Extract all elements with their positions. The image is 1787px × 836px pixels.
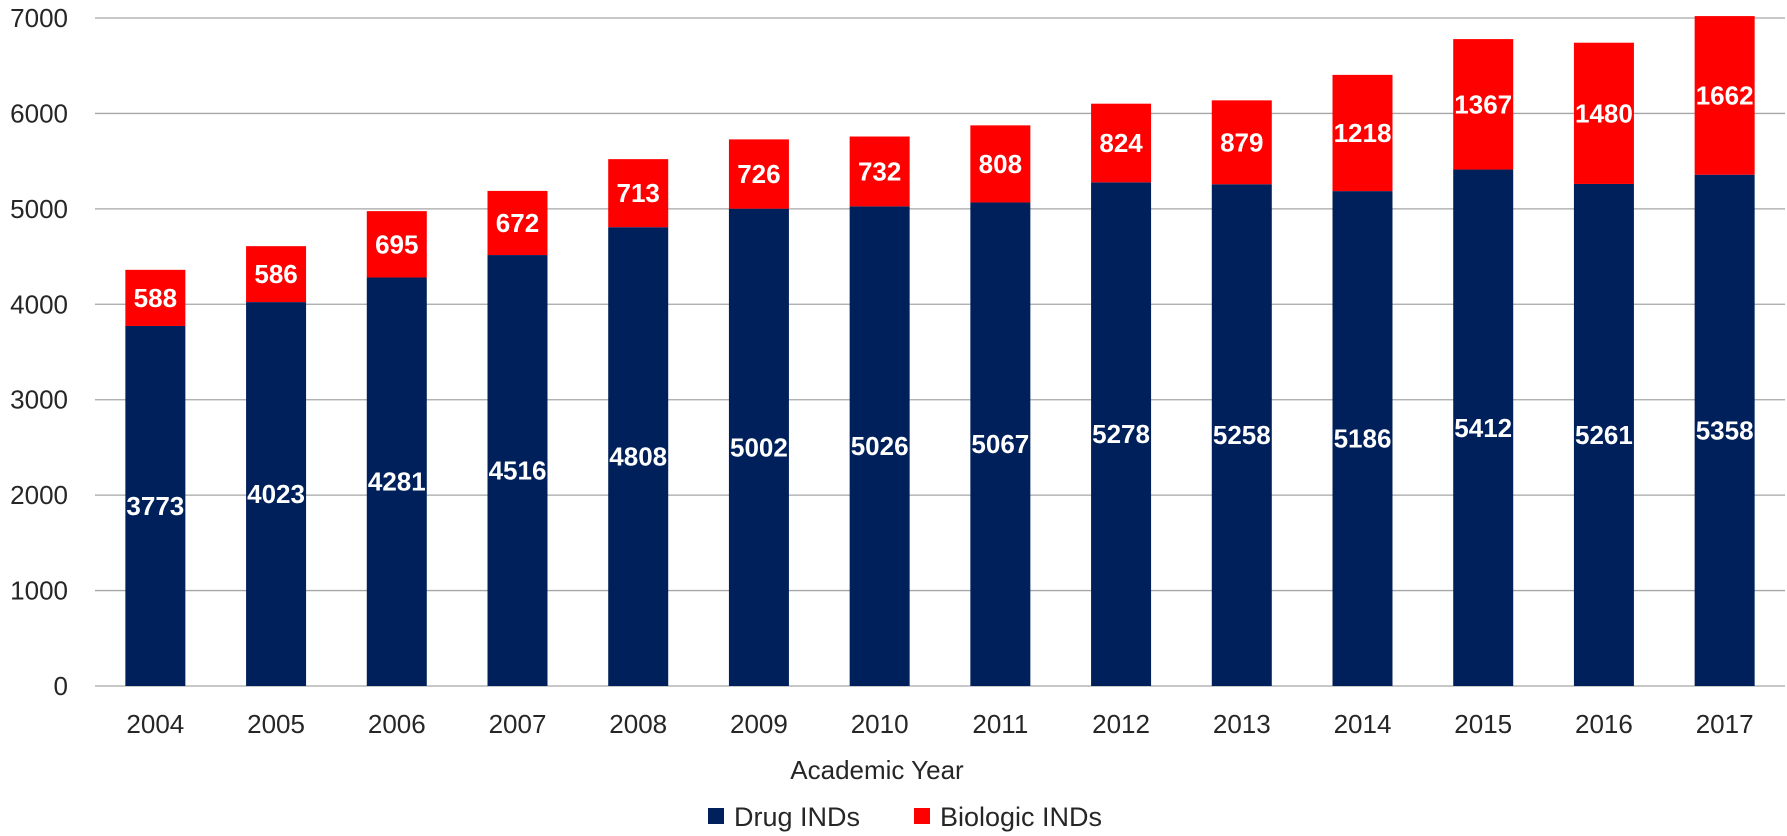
data-label-biologic-inds: 732 [858,156,901,186]
bars [125,16,1755,687]
bar-biologic-inds [1091,103,1152,183]
data-label-biologic-inds: 879 [1220,127,1263,157]
data-label-biologic-inds: 824 [1099,128,1143,158]
data-label-biologic-inds: 1480 [1575,98,1633,128]
gridlines [95,17,1785,687]
bar-drug-inds [1211,184,1272,686]
bar-biologic-inds [487,190,548,256]
bar-drug-inds [1091,182,1152,686]
data-label-drug-inds: 4516 [489,456,547,486]
data-label-biologic-inds: 672 [496,208,539,238]
data-labels: 3773 588 4023 586 4281 695 4516 672 4808 713 5002 7… [126,80,1753,521]
data-label-biologic-inds: 808 [979,149,1022,179]
y-tick-label: 5000 [10,194,68,224]
legend-label-drug-inds: Drug INDs [734,802,860,832]
x-tick-label: 2014 [1334,709,1392,739]
data-label-biologic-inds: 1367 [1454,89,1512,119]
x-tick-label: 2016 [1575,709,1633,739]
y-tick-label: 4000 [10,289,68,319]
bar-drug-inds [366,277,427,686]
x-tick-label: 2009 [730,709,788,739]
bar-drug-inds [1453,169,1514,686]
bar-drug-inds [970,202,1031,686]
bar-biologic-inds [970,125,1031,203]
x-tick-label: 2008 [609,709,667,739]
data-label-drug-inds: 5067 [971,429,1029,459]
bar-drug-inds [728,208,789,686]
x-tick-label: 2004 [126,709,184,739]
x-tick-label: 2017 [1696,709,1754,739]
y-tick-label: 7000 [10,3,68,33]
data-label-drug-inds: 5026 [851,431,909,461]
x-tick-label: 2015 [1454,709,1512,739]
bar-drug-inds [1332,191,1393,686]
bar-biologic-inds [728,139,789,209]
x-tick-label: 2010 [851,709,909,739]
data-label-drug-inds: 3773 [126,491,184,521]
data-label-drug-inds: 4023 [247,479,305,509]
data-label-drug-inds: 5261 [1575,420,1633,450]
data-label-biologic-inds: 586 [254,259,297,289]
data-label-biologic-inds: 1662 [1696,80,1754,110]
x-axis-title: Academic Year [790,755,964,785]
bar-drug-inds [125,325,186,686]
data-label-drug-inds: 4281 [368,467,426,497]
bar-drug-inds [1694,174,1755,686]
x-tick-label: 2011 [972,709,1028,739]
x-tick-label: 2012 [1092,709,1150,739]
bar-biologic-inds [366,211,427,278]
bar-biologic-inds [125,269,186,326]
data-label-drug-inds: 5278 [1092,419,1150,449]
bar-biologic-inds [1573,42,1634,184]
bar-drug-inds [1573,183,1634,686]
legend-swatch-drug-inds [708,808,724,824]
bar-biologic-inds [1453,39,1514,170]
x-tick-label: 2013 [1213,709,1271,739]
data-label-biologic-inds: 1218 [1334,118,1392,148]
y-axis-ticks: 0 1000 2000 3000 4000 5000 6000 7000 [10,3,68,701]
y-tick-label: 2000 [10,480,68,510]
data-label-biologic-inds: 695 [375,229,418,259]
y-tick-label: 0 [54,671,68,701]
bar-drug-inds [608,227,669,686]
x-tick-label: 2005 [247,709,305,739]
bar-biologic-inds [1694,16,1755,175]
bar-biologic-inds [246,246,307,303]
data-label-biologic-inds: 713 [617,178,660,208]
x-tick-label: 2007 [489,709,547,739]
data-label-drug-inds: 4808 [609,442,667,472]
bar-biologic-inds [849,136,910,207]
x-tick-label: 2006 [368,709,426,739]
data-label-drug-inds: 5258 [1213,420,1271,450]
legend-label-biologic-inds: Biologic INDs [940,802,1102,832]
bar-drug-inds [487,255,548,687]
data-label-biologic-inds: 726 [737,159,780,189]
y-tick-label: 3000 [10,385,68,415]
bar-biologic-inds [1332,74,1393,192]
legend: Drug INDs Biologic INDs [708,802,1102,832]
data-label-drug-inds: 5412 [1454,413,1512,443]
x-axis-ticks: 2004 2005 2006 2007 2008 2009 2010 2011 2012 2013… [126,709,1753,739]
legend-swatch-biologic-inds [914,808,930,824]
data-label-drug-inds: 5002 [730,432,788,462]
data-label-biologic-inds: 588 [134,283,177,313]
bar-biologic-inds [1211,100,1272,185]
y-tick-label: 1000 [10,576,68,606]
data-label-drug-inds: 5358 [1696,415,1754,445]
bar-drug-inds [246,302,307,686]
bar-drug-inds [849,206,910,686]
bar-biologic-inds [608,159,669,228]
data-label-drug-inds: 5186 [1334,424,1392,454]
y-tick-label: 6000 [10,98,68,128]
